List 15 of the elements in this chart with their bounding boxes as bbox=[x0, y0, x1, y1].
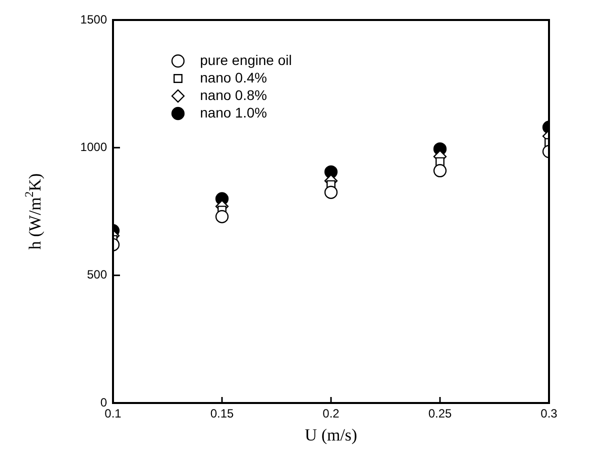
y-tick-label: 500 bbox=[86, 268, 108, 282]
x-tick-label: 0.3 bbox=[540, 406, 558, 421]
legend-label: nano 0.8% bbox=[200, 86, 267, 103]
y-axis-title: h (W/m2K) bbox=[22, 173, 44, 250]
legend-label: nano 1.0% bbox=[200, 104, 267, 120]
legend-label: pure engine oil bbox=[200, 52, 292, 68]
y-tick-label: 1500 bbox=[80, 12, 108, 26]
x-tick-label: 0.2 bbox=[322, 406, 340, 421]
y-tick-label: 0 bbox=[100, 395, 108, 410]
x-tick-label: 0.1 bbox=[104, 406, 122, 421]
x-tick-label: 0.25 bbox=[428, 406, 452, 421]
y-tick-label: 1000 bbox=[80, 140, 108, 154]
x-axis-title: U (m/s) bbox=[304, 425, 358, 444]
x-tick-label: 0.15 bbox=[210, 406, 234, 421]
legend-label: nano 0.4% bbox=[200, 69, 267, 86]
